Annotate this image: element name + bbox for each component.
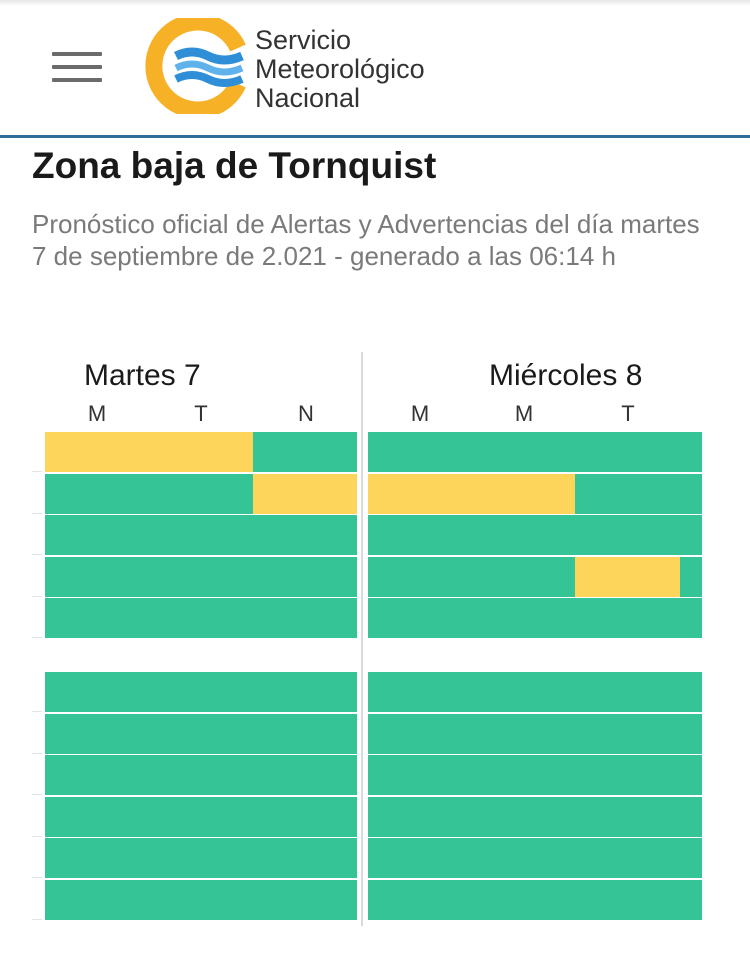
- alert-cell-green[interactable]: [45, 880, 357, 920]
- row-tick: [32, 835, 42, 837]
- row-tick: [32, 595, 42, 597]
- alert-cell-green[interactable]: [368, 515, 702, 556]
- alert-cell-green[interactable]: [368, 713, 702, 754]
- row-tick: [32, 919, 42, 920]
- alert-row: [0, 838, 750, 879]
- alert-cell-green[interactable]: [45, 556, 357, 597]
- alert-row: [0, 713, 750, 754]
- alert-cell-green[interactable]: [368, 556, 576, 597]
- row-tick: [32, 512, 42, 514]
- row-tick: [32, 471, 42, 472]
- row-tick: [32, 752, 42, 754]
- alert-cell-green[interactable]: [45, 473, 254, 514]
- site-name[interactable]: Servicio Meteorológico Nacional: [255, 26, 425, 113]
- row-tick: [32, 711, 42, 712]
- alert-row: [0, 598, 750, 639]
- alert-cell-green[interactable]: [368, 432, 702, 472]
- forecast-subtitle: Pronóstico oficial de Alertas y Adverten…: [32, 209, 700, 271]
- alert-cell-green[interactable]: [45, 713, 357, 754]
- alert-cell-green[interactable]: [45, 838, 357, 879]
- alert-row: [0, 556, 750, 597]
- alert-row: [0, 796, 750, 837]
- period-label: M: [514, 401, 534, 426]
- alert-row: [0, 473, 750, 514]
- day-divider: [361, 352, 363, 926]
- alert-cell-green[interactable]: [368, 672, 702, 712]
- row-tick: [32, 794, 42, 796]
- day-title-miercoles: Miércoles 8: [489, 359, 643, 392]
- period-label: T: [621, 401, 635, 426]
- alert-row: [0, 755, 750, 796]
- alert-row: [0, 515, 750, 556]
- site-name-line: Meteorológico: [255, 54, 425, 84]
- alert-row: [0, 432, 750, 472]
- period-label: M: [87, 401, 107, 426]
- alert-cell-green[interactable]: [45, 796, 357, 837]
- alert-cell-green[interactable]: [45, 598, 357, 639]
- alert-cell-yellow[interactable]: [45, 432, 254, 472]
- alert-cell-yellow[interactable]: [368, 473, 576, 514]
- row-tick: [32, 637, 42, 639]
- alert-cell-green[interactable]: [45, 755, 357, 796]
- site-header: Servicio Meteorológico Nacional: [0, 0, 750, 138]
- page-title: Zona baja de Tornquist: [32, 145, 437, 186]
- menu-bar-icon: [52, 78, 102, 82]
- row-tick: [32, 877, 42, 879]
- header-divider: [0, 135, 750, 138]
- alert-cell-green[interactable]: [368, 598, 702, 639]
- period-label: T: [194, 401, 208, 426]
- top-shadow: [0, 0, 750, 6]
- alert-cell-green[interactable]: [368, 838, 702, 879]
- alert-cell-green[interactable]: [45, 515, 357, 556]
- day-title-martes: Martes 7: [84, 359, 201, 392]
- period-label: N: [298, 401, 314, 426]
- alert-cell-yellow[interactable]: [575, 556, 681, 597]
- alert-cell-green[interactable]: [253, 432, 357, 472]
- alert-cell-yellow[interactable]: [253, 473, 357, 514]
- row-tick: [32, 554, 42, 556]
- menu-bar-icon: [52, 52, 102, 56]
- alert-cell-green[interactable]: [368, 755, 702, 796]
- alert-cell-green[interactable]: [45, 672, 357, 712]
- period-label: M: [410, 401, 430, 426]
- site-name-line: Servicio: [255, 25, 352, 55]
- hamburger-menu-button[interactable]: [52, 52, 102, 90]
- alert-row: [0, 880, 750, 920]
- site-name-line: Nacional: [255, 83, 361, 113]
- alert-cell-green[interactable]: [575, 473, 702, 514]
- alert-cell-green[interactable]: [368, 880, 702, 920]
- alert-cell-green[interactable]: [368, 796, 702, 837]
- alert-cell-green[interactable]: [680, 556, 702, 597]
- smn-logo-icon[interactable]: [140, 18, 250, 114]
- alert-row: [0, 672, 750, 712]
- menu-bar-icon: [52, 65, 102, 69]
